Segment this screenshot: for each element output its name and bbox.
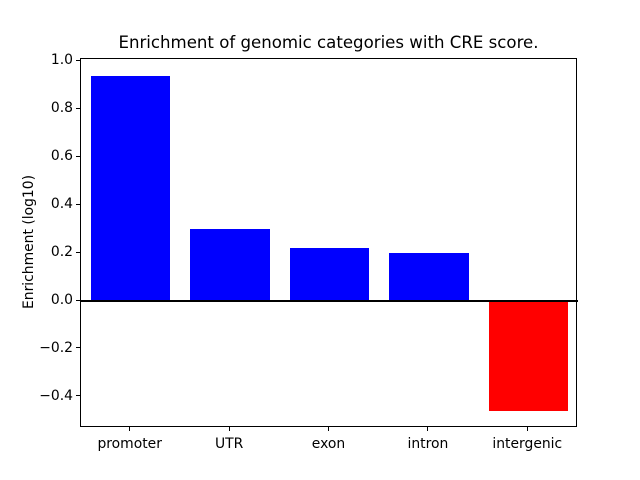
- y-tick-label: 0.8: [50, 100, 73, 117]
- x-tick-mark: [328, 427, 329, 431]
- x-tick-mark: [526, 427, 528, 431]
- y-tick-mark: [76, 299, 80, 301]
- x-tick-label-exon: exon: [311, 436, 346, 452]
- y-tick-label: 0.6: [50, 148, 73, 165]
- y-tick-label: −0.2: [39, 339, 73, 356]
- bar-intron: [389, 253, 469, 301]
- bar-exon: [289, 248, 370, 301]
- x-tick-label-intergenic: intergenic: [492, 436, 563, 452]
- y-tick-mark: [76, 395, 80, 397]
- y-tick-label: 0.2: [50, 244, 73, 261]
- y-axis-label: Enrichment (log10): [21, 174, 37, 310]
- chart-title: Enrichment of genomic categories with CR…: [118, 33, 539, 52]
- bar-promoter: [90, 75, 171, 301]
- x-tick-mark: [228, 427, 230, 431]
- y-tick-mark: [76, 155, 80, 157]
- y-tick-mark: [76, 347, 80, 349]
- zero-line: [81, 300, 578, 302]
- x-tick-mark: [427, 427, 429, 431]
- x-tick-label-intron: intron: [407, 436, 449, 452]
- y-tick-mark: [76, 203, 80, 205]
- x-tick-label-UTR: UTR: [214, 436, 244, 452]
- plot-area: [80, 58, 578, 427]
- y-tick-mark: [76, 251, 80, 253]
- y-tick-label: 0.4: [50, 196, 73, 213]
- y-tick-mark: [76, 59, 80, 61]
- bar-intergenic: [488, 301, 569, 412]
- y-tick-mark: [76, 107, 80, 109]
- bar-UTR: [190, 229, 270, 301]
- y-tick-label: 1.0: [50, 52, 73, 69]
- y-tick-label: 0.0: [50, 292, 73, 308]
- x-tick-label-promoter: promoter: [97, 436, 162, 452]
- y-tick-label: −0.4: [39, 387, 73, 404]
- x-tick-mark: [129, 427, 131, 431]
